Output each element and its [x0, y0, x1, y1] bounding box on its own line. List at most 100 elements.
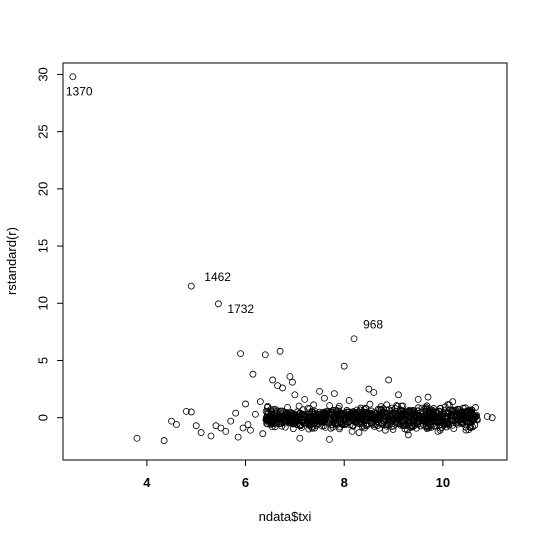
data-point — [413, 424, 420, 432]
data-point — [346, 412, 353, 419]
data-point — [357, 413, 365, 421]
data-point — [340, 416, 347, 424]
data-point — [345, 397, 353, 404]
data-point — [429, 408, 437, 415]
data-point — [367, 414, 375, 422]
data-point — [69, 73, 77, 81]
data-point — [387, 407, 394, 415]
data-point — [279, 384, 286, 392]
point-annotations: 1370 1462 1732 968 — [66, 85, 384, 332]
data-point — [334, 410, 342, 417]
data-point — [366, 400, 374, 408]
data-point — [394, 420, 402, 428]
data-point — [187, 282, 195, 290]
data-point — [381, 426, 389, 434]
data-point — [448, 407, 456, 415]
point-label: 1462 — [204, 270, 231, 284]
data-point — [288, 378, 296, 386]
data-point — [222, 427, 230, 435]
data-point — [301, 416, 308, 424]
data-point — [227, 417, 235, 425]
data-point — [298, 424, 306, 431]
data-point — [268, 416, 275, 424]
data-point — [269, 376, 277, 384]
data-point — [394, 402, 401, 410]
data-point — [439, 416, 446, 423]
data-point — [399, 416, 406, 424]
data-point — [385, 376, 393, 384]
data-point — [427, 421, 435, 429]
data-point — [384, 418, 392, 426]
data-point — [463, 418, 471, 426]
plot-frame — [62, 62, 508, 461]
y-tick-label: 30 — [36, 67, 51, 81]
data-point — [291, 391, 299, 399]
point-label: 1370 — [66, 85, 93, 99]
data-point — [244, 421, 252, 428]
data-point — [386, 420, 394, 427]
data-point — [269, 412, 276, 420]
data-point — [362, 408, 370, 416]
data-point — [292, 418, 300, 426]
data-point — [320, 422, 328, 430]
data-point — [436, 421, 443, 429]
data-point — [322, 423, 329, 431]
data-point — [160, 437, 168, 444]
data-point — [407, 407, 414, 415]
data-point — [316, 387, 323, 395]
data-point — [380, 417, 388, 425]
data-point — [321, 394, 328, 402]
data-point — [242, 400, 249, 408]
data-point — [419, 416, 427, 423]
data-point — [262, 407, 270, 415]
y-tick-label: 10 — [36, 296, 51, 310]
data-point — [133, 434, 141, 442]
point-label: 1732 — [227, 302, 254, 316]
data-point — [283, 409, 290, 416]
data-point — [349, 414, 357, 422]
data-point — [447, 417, 455, 425]
data-point — [454, 418, 462, 426]
y-tick-label: 5 — [36, 357, 51, 364]
data-point — [418, 404, 426, 412]
data-point — [382, 409, 390, 417]
data-point — [346, 421, 354, 429]
y-tick-label: 25 — [36, 124, 51, 138]
data-point — [390, 416, 398, 423]
data-point — [422, 422, 430, 430]
data-point — [442, 417, 450, 425]
data-point — [455, 410, 463, 418]
data-point — [466, 406, 474, 414]
data-point — [286, 373, 294, 380]
data-point — [404, 418, 412, 426]
data-point — [388, 407, 396, 414]
data-point — [295, 402, 303, 410]
x-tick-label: 8 — [341, 475, 348, 490]
data-point — [397, 414, 405, 422]
data-point — [247, 426, 254, 434]
data-point — [299, 415, 307, 423]
x-tick-label: 4 — [143, 475, 151, 490]
data-point — [397, 407, 405, 415]
data-point — [424, 393, 432, 401]
x-axis: 4 6 8 10 — [143, 460, 450, 490]
data-point — [276, 414, 284, 422]
data-point — [450, 425, 458, 433]
data-point — [410, 418, 418, 426]
data-point — [217, 424, 225, 432]
data-point — [308, 408, 316, 416]
data-point — [234, 433, 242, 441]
data-point — [434, 413, 442, 420]
data-point — [328, 411, 335, 419]
data-points — [69, 73, 496, 444]
data-point — [414, 404, 422, 412]
y-tick-label: 0 — [36, 414, 51, 421]
data-point — [404, 417, 412, 425]
data-point — [488, 414, 496, 422]
data-point — [335, 405, 342, 412]
data-point — [405, 412, 413, 420]
y-axis-title: rstandard(r) — [4, 227, 19, 295]
x-tick-label: 10 — [436, 475, 450, 490]
data-point — [259, 430, 267, 438]
data-point — [394, 416, 401, 423]
